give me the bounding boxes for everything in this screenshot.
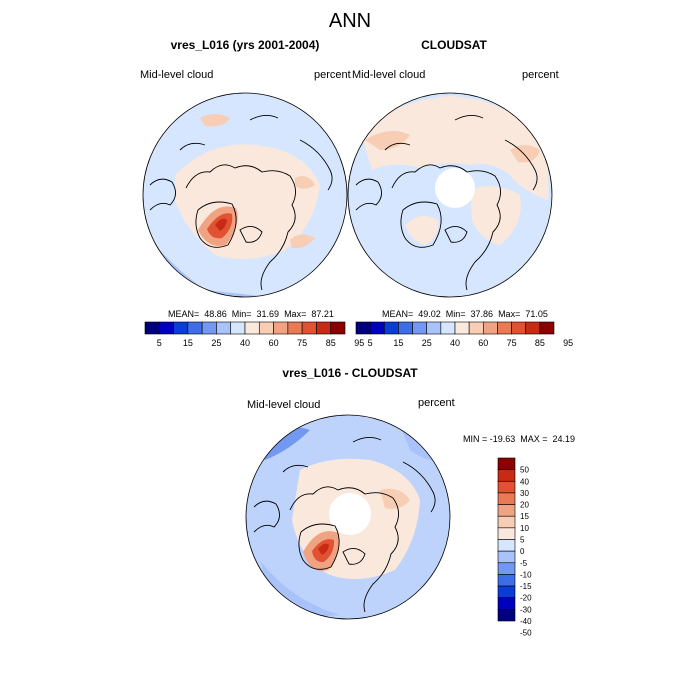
colorbar-tick-label: 20 [520,501,529,510]
colorbar-swatch [497,562,516,575]
colorbar-tick-label: 50 [520,466,529,475]
colorbar-tick-label: -30 [520,605,532,614]
colorbar-swatch [398,321,413,335]
colorbar-tick-label: 25 [211,338,221,348]
colorbar-swatch [144,321,160,335]
colorbar-swatch [426,321,442,335]
colorbar-tick-label: 5 [520,536,525,545]
colorbar-swatch [216,321,232,335]
panel2-variable-label: Mid-level cloud [352,69,426,81]
colorbar-swatch [525,321,541,335]
colorbar-swatch [539,321,555,335]
panel1-variable-label: Mid-level cloud [140,69,214,81]
colorbar-swatch [258,321,274,335]
colorbar-swatch [158,321,174,335]
colorbar-tick-label: -10 [520,570,532,579]
colorbar-swatch [497,585,516,599]
colorbar-swatch [497,492,516,505]
colorbar-swatch [497,527,516,540]
colorbar-tick-label: 30 [520,489,529,498]
panel2-title: CLOUDSAT [421,38,487,52]
colorbar-tick-label: -5 [520,559,528,568]
colorbar-tick-label: 15 [520,512,529,521]
colorbar-tick-label: -50 [520,629,532,638]
colorbar-tick-label: 15 [393,338,403,348]
panel2-stats: MEAN= 49.02 Min= 37.86 Max= 71.05 [382,309,548,319]
colorbar-swatch [482,321,498,335]
panel1-title: vres_L016 (yrs 2001-2004) [170,38,320,52]
colorbar-tick-label: 25 [422,338,432,348]
colorbar-swatch [497,539,516,552]
colorbar-tick-label: 0 [520,547,525,556]
colorbar-swatch [287,321,303,335]
colorbar-swatch [497,597,516,610]
colorbar-panel-1: 5 15 25 40 60 75 85 95 [144,321,364,348]
page-title: ANN [328,10,372,32]
panel3-stats: MIN = -19.63 MAX = 24.19 [463,434,576,444]
colorbar-tick-label: 40 [520,477,529,486]
colorbar-tick-label: 85 [326,338,336,348]
colorbar-swatch [412,321,428,335]
colorbar-tick-label: 40 [450,338,460,348]
panel1-stats: MEAN= 48.86 Min= 31.69 Max= 87.21 [168,309,334,319]
colorbar-swatch [330,321,346,335]
colorbar-swatch [187,321,203,335]
panel3-units-label: percent [418,397,455,409]
colorbar-tick-label: 95 [354,338,364,348]
colorbar-swatch [301,321,317,335]
colorbar-tick-label: 5 [368,338,373,348]
colorbar-swatch [201,321,217,335]
colorbar-panel-2: 5 15 25 40 60 75 85 95 [355,321,573,348]
colorbar-tick-label: -15 [520,582,532,591]
panel1-units-label: percent [314,69,351,81]
colorbar-swatch [440,321,456,335]
colorbar-swatch [497,609,516,622]
map-panel-1 [143,93,347,297]
map-panel-2 [348,93,552,297]
colorbar-tick-label: 85 [535,338,545,348]
colorbar-tick-label: 15 [183,338,193,348]
colorbar-swatch [511,321,527,335]
colorbar-tick-label: 60 [269,338,279,348]
colorbar-tick-label: 75 [297,338,307,348]
colorbar-swatch [383,321,399,335]
colorbar-swatch [497,550,516,564]
colorbar-swatch [316,321,332,335]
colorbar-swatch [244,321,260,335]
colorbar-swatch [497,480,516,494]
colorbar-swatch [497,504,516,517]
colorbar-tick-label: -20 [520,594,532,603]
colorbar-swatch [369,321,385,335]
colorbar-tick-label: -40 [520,617,532,626]
map-panel-3 [246,415,450,619]
colorbar-tick-label: 10 [520,524,529,533]
colorbar-swatch [230,321,246,335]
panel2-units-label: percent [522,69,559,81]
colorbar-tick-label: 75 [507,338,517,348]
panel3-title: vres_L016 - CLOUDSAT [282,366,418,380]
colorbar-tick-label: 5 [157,338,162,348]
colorbar-swatch [355,321,371,335]
colorbar-swatch [497,321,512,335]
panel3-variable-label: Mid-level cloud [247,399,321,411]
colorbar-tick-label: 95 [563,338,573,348]
colorbar-swatch [497,469,516,482]
colorbar-swatch [468,321,484,335]
colorbar-swatch [454,321,470,335]
colorbar-swatch [497,457,516,470]
colorbar-swatch [173,321,189,335]
colorbar-tick-label: 60 [478,338,488,348]
colorbar-swatch [497,515,516,529]
colorbar-swatch [497,574,516,587]
colorbar-tick-label: 40 [240,338,250,348]
colorbar-swatch [273,321,289,335]
